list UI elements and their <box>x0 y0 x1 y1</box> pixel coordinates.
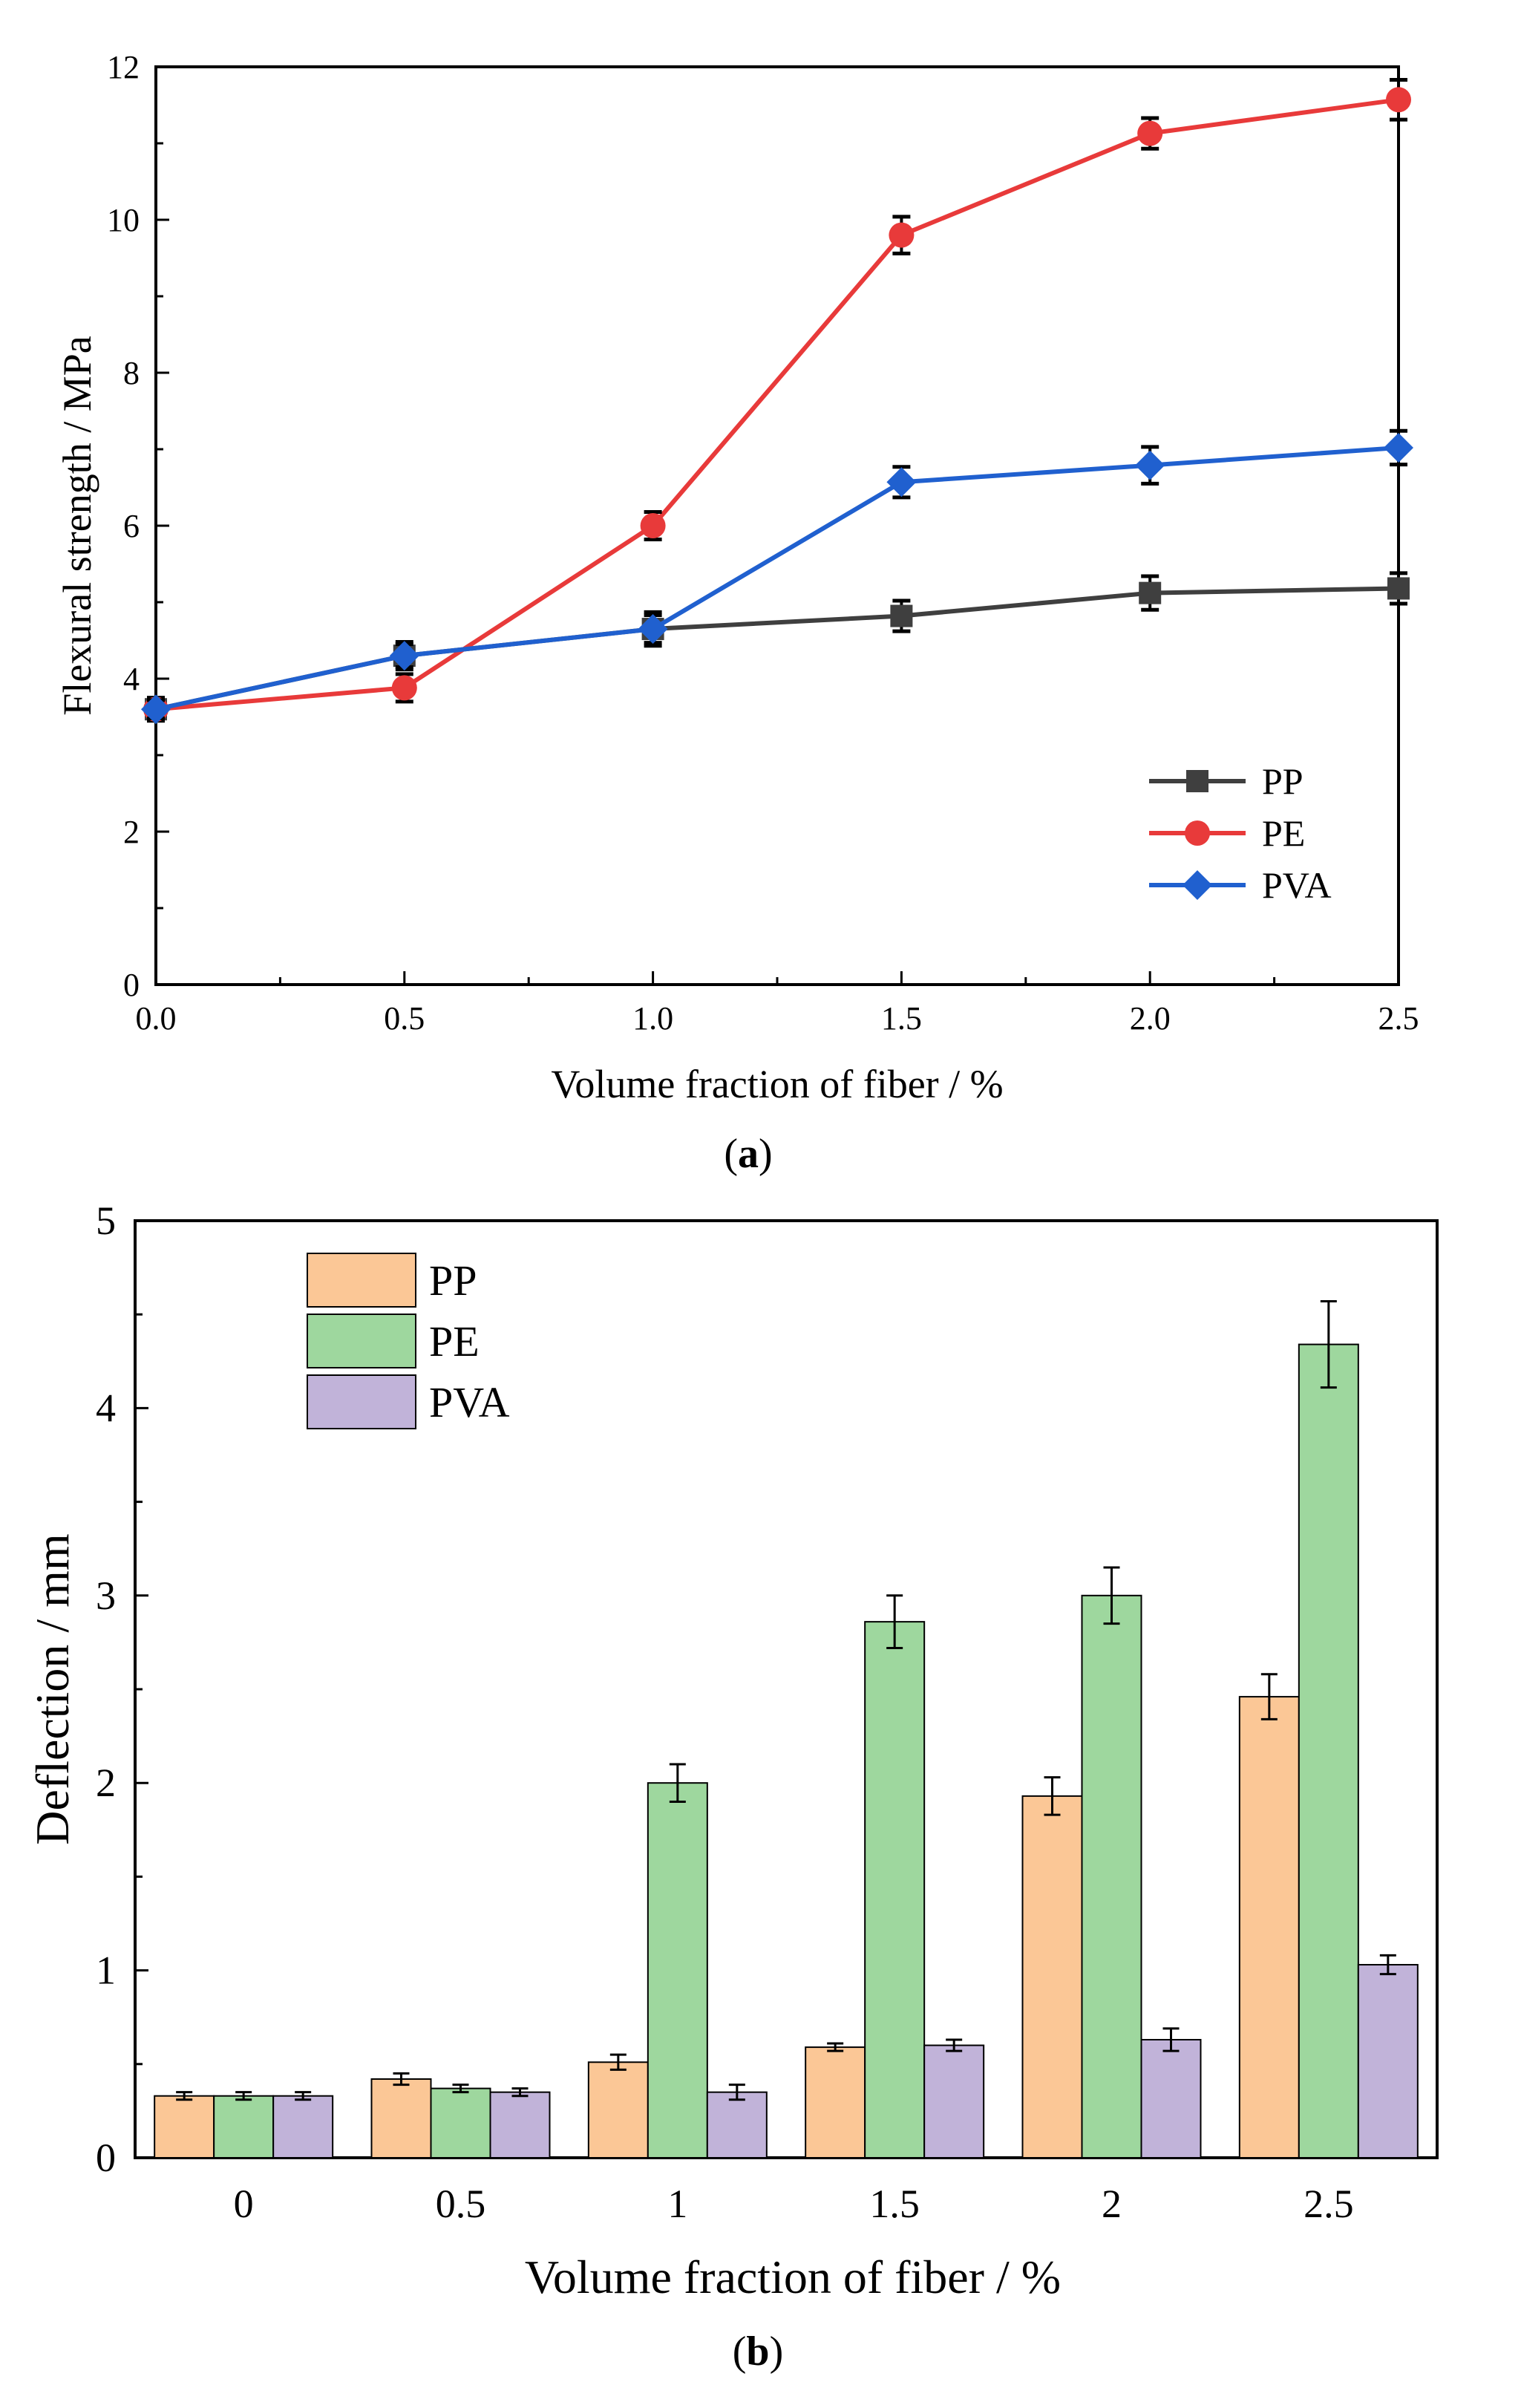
chart-a-y-tick-label: 10 <box>107 202 140 238</box>
chart-b-y-axis-label: Deflection / mm <box>26 1533 79 1844</box>
chart-b-y-tick-label: 4 <box>96 1386 116 1430</box>
chart-a-ticks: 0.0 0.5 1.0 1.5 2.0 2.5 0 2 4 6 8 10 12 <box>107 49 1419 1037</box>
chart-b-bar-pva <box>923 2044 985 2159</box>
chart-a-x-tick-label: 1.0 <box>632 1000 673 1037</box>
chart-a-point-pva <box>389 641 419 671</box>
chart-b-y-tick-label: 5 <box>96 1198 116 1243</box>
chart-a-point-pp <box>890 604 913 627</box>
chart-a-y-tick-label: 4 <box>123 661 140 697</box>
chart-b-legend-label-pp: PP <box>429 1256 477 1305</box>
chart-a-point-pe <box>1137 120 1163 146</box>
chart-a-y-tick-label: 6 <box>123 508 140 544</box>
chart-b-legend: PP PE PVA <box>307 1253 510 1429</box>
chart-b-legend-swatch-pva <box>307 1374 416 1429</box>
chart-b-x-tick-label: 1 <box>667 2182 687 2226</box>
chart-a-point-pva <box>886 467 917 497</box>
chart-b-bar-pva <box>706 2091 768 2159</box>
chart-a-x-tick-label: 0.0 <box>136 1000 177 1037</box>
chart-b-bar-pe <box>430 2087 491 2159</box>
chart-b-x-tick-label: 2.5 <box>1304 2182 1354 2226</box>
chart-b-x-tick-label: 2 <box>1102 2182 1122 2226</box>
chart-b-y-tick-label: 1 <box>96 1948 116 1993</box>
chart-b-deflection: 0 1 2 3 4 5 0 0.5 1 1.5 2 2.5 PP PE PVA Volume fracti… <box>26 1198 1439 2375</box>
chart-a-x-tick-label: 0.5 <box>384 1000 425 1037</box>
chart-a-caption: (a) <box>724 1131 772 1177</box>
chart-b-y-tick-label: 0 <box>96 2135 116 2180</box>
chart-b-y-tick-label: 2 <box>96 1761 116 1805</box>
chart-b-caption: (b) <box>733 2329 783 2375</box>
chart-b-bars-layer <box>154 1300 1419 2159</box>
chart-b-bar-pva <box>1140 2038 1202 2159</box>
chart-b-legend-label-pva: PVA <box>429 1378 510 1426</box>
chart-a-point-pva <box>638 614 668 645</box>
chart-b-bar-pe <box>864 1621 926 2159</box>
chart-a-series-layer <box>141 78 1413 725</box>
chart-b-bar-pp <box>154 2095 215 2159</box>
chart-a-y-tick-label: 8 <box>123 355 140 391</box>
chart-a-y-tick-label: 0 <box>123 967 140 1003</box>
chart-a-legend-label-pva: PVA <box>1262 864 1332 906</box>
chart-b-series-pp <box>154 1673 1300 2159</box>
chart-b-legend-swatch-pe <box>307 1314 416 1368</box>
chart-a-flexural-strength: 0.0 0.5 1.0 1.5 2.0 2.5 0 2 4 6 8 10 12 PP PE PVA Volu… <box>55 49 1419 1177</box>
chart-a-line-pe <box>155 97 1399 712</box>
chart-b-bar-pp <box>1238 1696 1300 2159</box>
chart-b-bar-pe <box>213 2095 275 2159</box>
chart-b-x-tick-label: 1.5 <box>869 2182 920 2226</box>
chart-a-x-tick-label: 1.5 <box>881 1000 922 1037</box>
chart-a-point-pp <box>1387 577 1410 600</box>
chart-b-bar-pe <box>1081 1594 1142 2159</box>
chart-a-series-pe <box>143 78 1411 723</box>
chart-a-legend-marker-pva <box>1183 870 1212 900</box>
chart-a-legend-marker-pp <box>1186 770 1208 792</box>
chart-b-bar-pe <box>1298 1343 1359 2159</box>
chart-a-point-pva <box>1135 450 1165 480</box>
chart-a-point-pva <box>141 694 171 725</box>
chart-a-legend-label-pe: PE <box>1262 812 1305 854</box>
chart-a-y-tick-label: 2 <box>123 814 140 850</box>
chart-b-legend-swatch-pp <box>307 1253 416 1308</box>
chart-a-y-tick-label: 12 <box>107 49 140 85</box>
chart-a-point-pp <box>1139 581 1162 604</box>
chart-b-series-pe <box>213 1300 1359 2159</box>
chart-a-point-pe <box>889 222 915 248</box>
chart-a-x-tick-label: 2.0 <box>1130 1000 1171 1037</box>
chart-a-x-axis-label: Volume fraction of fiber / % <box>551 1062 1003 1106</box>
chart-b-x-tick-label: 0.5 <box>436 2182 486 2226</box>
chart-a-point-pe <box>640 513 666 538</box>
chart-a-point-pe <box>391 675 417 701</box>
chart-b-bar-pe <box>647 1782 708 2159</box>
chart-a-y-axis-label: Flexural strength / MPa <box>55 336 99 715</box>
chart-a-point-pva <box>1384 432 1413 463</box>
chart-b-x-axis-label: Volume fraction of fiber / % <box>525 2251 1061 2303</box>
chart-a-legend: PP PE PVA <box>1149 760 1332 906</box>
chart-a-legend-label-pp: PP <box>1262 760 1304 802</box>
chart-b-bar-pp <box>1021 1795 1083 2159</box>
chart-b-bar-pva <box>272 2095 334 2159</box>
chart-b-bar-pp <box>805 2046 866 2159</box>
chart-a-series-pp <box>145 571 1410 723</box>
chart-b-y-tick-label: 3 <box>96 1573 116 1618</box>
chart-a-x-tick-label: 2.5 <box>1378 1000 1419 1037</box>
chart-a-line-pva <box>155 445 1399 712</box>
chart-b-bar-pp <box>587 2061 649 2159</box>
chart-b-bar-pva <box>1357 1964 1419 2159</box>
chart-b-bar-pp <box>370 2078 432 2159</box>
chart-a-plot-frame <box>154 65 1400 986</box>
chart-b-x-tick-label: 0 <box>234 2182 254 2226</box>
chart-a-point-pe <box>1386 87 1411 113</box>
chart-b-bar-pva <box>489 2091 551 2159</box>
chart-b-series-pva <box>272 1954 1419 2159</box>
chart-b-legend-label-pe: PE <box>429 1317 480 1365</box>
chart-a-series-pva <box>141 428 1413 725</box>
chart-a-legend-marker-pe <box>1185 820 1210 846</box>
